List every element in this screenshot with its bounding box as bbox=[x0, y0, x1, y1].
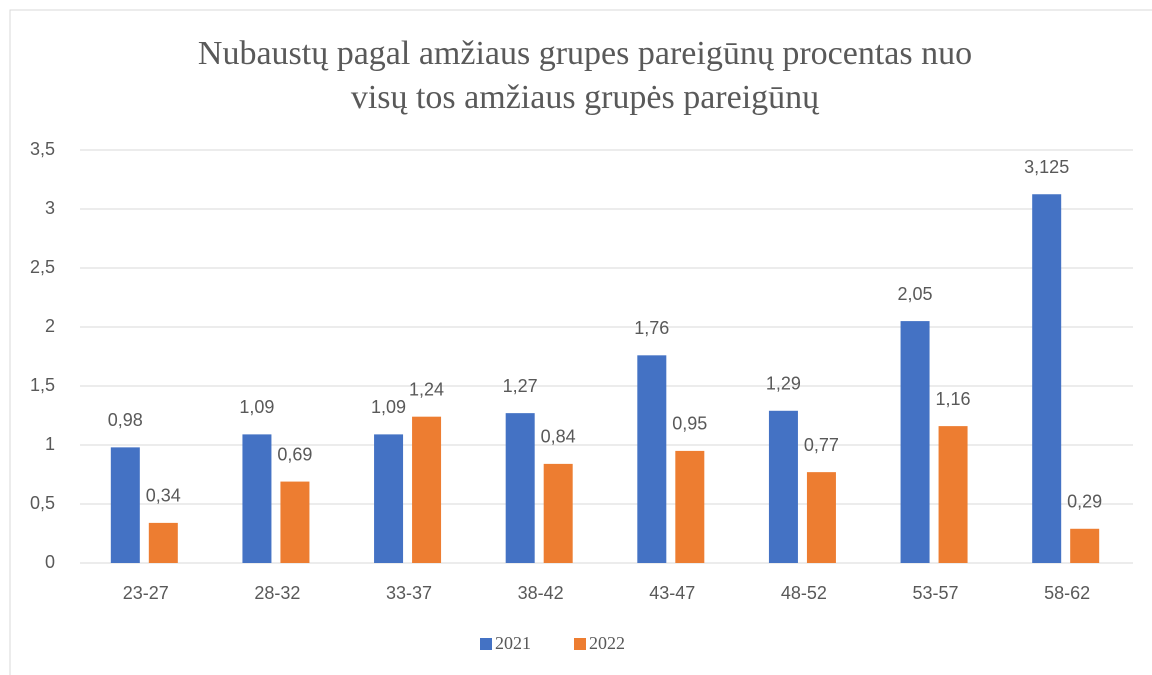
bar bbox=[543, 463, 573, 563]
x-tick-label: 23-27 bbox=[123, 583, 169, 603]
x-tick-label: 48-52 bbox=[781, 583, 827, 603]
x-tick-label: 28-32 bbox=[254, 583, 300, 603]
legend-label: 2022 bbox=[589, 633, 625, 653]
chart-border bbox=[9, 9, 1152, 675]
y-tick-label: 0 bbox=[45, 552, 55, 572]
y-tick-label: 0,5 bbox=[30, 493, 55, 513]
legend-swatch bbox=[574, 638, 586, 650]
y-tick-label: 2 bbox=[45, 316, 55, 336]
x-tick-label: 43-47 bbox=[649, 583, 695, 603]
bar bbox=[280, 481, 310, 563]
y-tick-label: 3 bbox=[45, 198, 55, 218]
bar bbox=[1032, 194, 1062, 563]
bar bbox=[242, 434, 272, 563]
data-label: 0,98 bbox=[108, 410, 143, 430]
bar bbox=[505, 413, 535, 563]
data-label: 2,05 bbox=[898, 284, 933, 304]
x-tick-label: 38-42 bbox=[518, 583, 564, 603]
chart-title: Nubaustų pagal amžiaus grupes pareigūnų … bbox=[197, 35, 973, 116]
bar bbox=[374, 434, 404, 563]
x-tick-label: 33-37 bbox=[386, 583, 432, 603]
legend-swatch bbox=[480, 638, 492, 650]
data-label: 0,84 bbox=[541, 427, 576, 447]
data-label: 1,09 bbox=[371, 397, 406, 417]
data-label: 0,29 bbox=[1067, 492, 1102, 512]
bar bbox=[412, 416, 442, 563]
bar bbox=[768, 410, 798, 563]
bar bbox=[1070, 528, 1100, 563]
bar bbox=[148, 522, 178, 563]
y-tick-label: 3,5 bbox=[30, 139, 55, 159]
bar bbox=[675, 450, 705, 563]
bar bbox=[938, 426, 968, 563]
y-tick-label: 1 bbox=[45, 434, 55, 454]
data-label: 0,34 bbox=[146, 486, 181, 506]
data-label: 0,77 bbox=[804, 435, 839, 455]
bar bbox=[637, 355, 667, 563]
x-tick-label: 58-62 bbox=[1044, 583, 1090, 603]
legend-label: 2021 bbox=[495, 633, 531, 653]
data-label: 0,95 bbox=[672, 414, 707, 434]
data-label: 1,09 bbox=[239, 397, 274, 417]
data-label: 0,69 bbox=[277, 444, 312, 464]
y-tick-label: 2,5 bbox=[30, 257, 55, 277]
data-label: 1,27 bbox=[503, 376, 538, 396]
data-label: 1,76 bbox=[634, 318, 669, 338]
y-tick-label: 1,5 bbox=[30, 375, 55, 395]
data-label: 1,16 bbox=[936, 389, 971, 409]
bar bbox=[900, 321, 930, 563]
data-label: 1,29 bbox=[766, 374, 801, 394]
bar bbox=[110, 447, 140, 563]
data-label: 1,24 bbox=[409, 379, 444, 399]
bar bbox=[806, 472, 836, 563]
data-label: 3,125 bbox=[1024, 157, 1069, 177]
x-tick-label: 53-57 bbox=[913, 583, 959, 603]
